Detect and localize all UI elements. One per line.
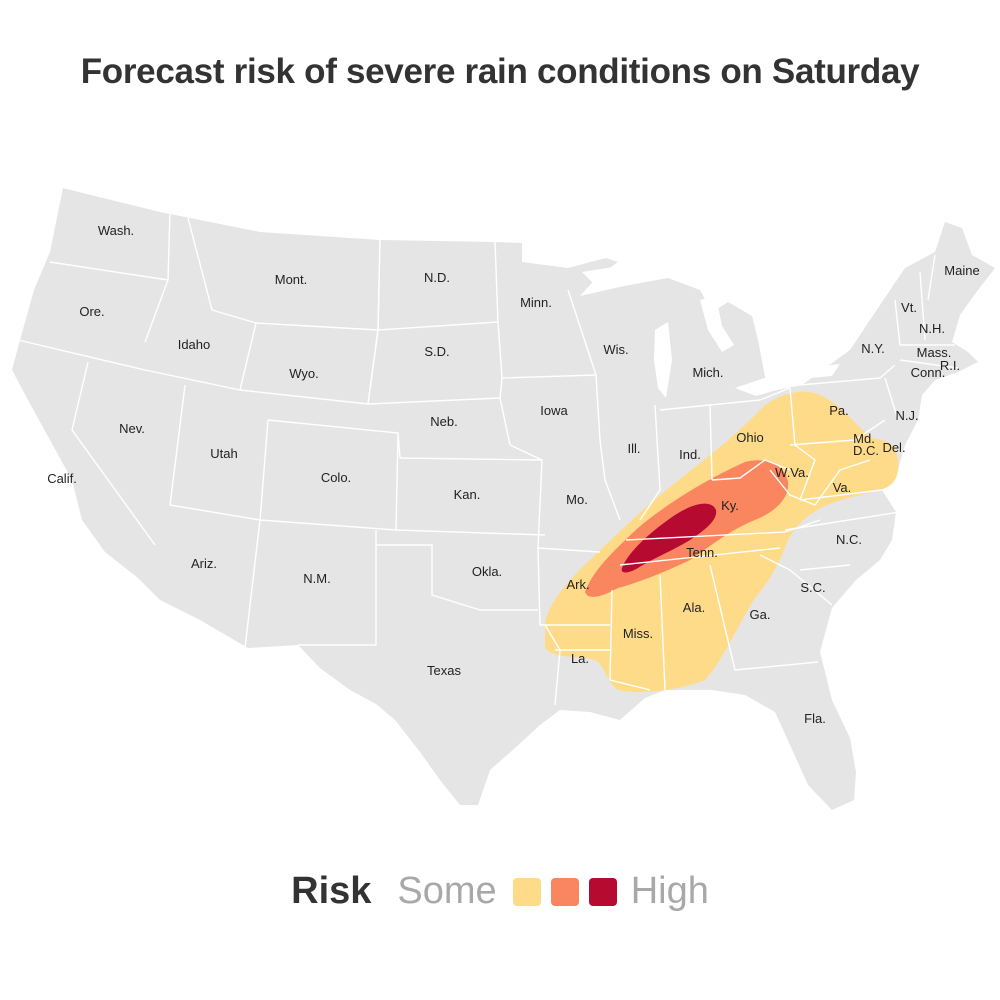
state-label-sd: S.D. xyxy=(424,344,449,359)
state-label-neb: Neb. xyxy=(430,414,457,429)
state-label-ohio: Ohio xyxy=(736,430,763,445)
state-label-fla: Fla. xyxy=(804,711,826,726)
state-borders xyxy=(17,211,959,706)
state-label-ri: R.I. xyxy=(940,358,960,373)
state-label-utah: Utah xyxy=(210,446,237,461)
state-label-mo: Mo. xyxy=(566,492,588,507)
state-label-ind: Ind. xyxy=(679,447,701,462)
state-label-mass: Mass. xyxy=(917,345,952,360)
state-label-va: Va. xyxy=(833,480,852,495)
state-label-kan: Kan. xyxy=(454,487,481,502)
state-label-mich: Mich. xyxy=(692,365,723,380)
state-label-nc: N.C. xyxy=(836,532,862,547)
state-label-md: Md. xyxy=(853,431,875,446)
state-label-nev: Nev. xyxy=(119,421,145,436)
state-labels: Wash. Ore. Calif. Idaho Nev. Mont. Wyo. … xyxy=(47,223,980,726)
risk-zone-some xyxy=(545,391,899,692)
state-label-wis: Wis. xyxy=(603,342,628,357)
state-label-ga: Ga. xyxy=(750,607,771,622)
state-label-texas: Texas xyxy=(427,663,461,678)
state-label-nj: N.J. xyxy=(895,408,918,423)
state-label-wva: W.Va. xyxy=(775,465,809,480)
legend-swatch-moderate xyxy=(550,877,579,906)
legend-low-label: Some xyxy=(397,870,497,912)
state-label-del: Del. xyxy=(882,440,905,455)
state-label-ariz: Ariz. xyxy=(191,556,217,571)
legend-swatch-high xyxy=(588,877,617,906)
risk-legend: Risk Some High xyxy=(0,870,1000,913)
state-label-ala: Ala. xyxy=(683,600,705,615)
state-label-nh: N.H. xyxy=(919,321,945,336)
map-title: Forecast risk of severe rain conditions … xyxy=(80,52,920,91)
state-label-dc: D.C. xyxy=(853,443,879,458)
state-label-ark: Ark. xyxy=(566,577,589,592)
state-label-ore: Ore. xyxy=(79,304,104,319)
state-label-minn: Minn. xyxy=(520,295,552,310)
state-label-okla: Okla. xyxy=(472,564,502,579)
state-label-ny: N.Y. xyxy=(861,341,885,356)
state-label-la: La. xyxy=(571,651,589,666)
state-label-mont: Mont. xyxy=(275,272,308,287)
state-label-pa: Pa. xyxy=(829,403,849,418)
state-label-colo: Colo. xyxy=(321,470,351,485)
state-label-ky: Ky. xyxy=(721,498,739,513)
state-label-sc: S.C. xyxy=(800,580,825,595)
legend-title: Risk xyxy=(291,870,372,912)
state-label-calif: Calif. xyxy=(47,471,77,486)
state-label-vt: Vt. xyxy=(901,300,917,315)
state-label-wyo: Wyo. xyxy=(289,366,319,381)
state-label-nd: N.D. xyxy=(424,270,450,285)
state-label-miss: Miss. xyxy=(623,626,653,641)
great-lakes xyxy=(582,262,840,398)
state-label-nm: N.M. xyxy=(303,571,330,586)
us-land xyxy=(12,188,995,810)
state-label-conn: Conn. xyxy=(911,365,946,380)
state-label-tenn: Tenn. xyxy=(686,545,718,560)
state-label-iowa: Iowa xyxy=(540,403,568,418)
state-label-ill: Ill. xyxy=(628,441,641,456)
legend-high-label: High xyxy=(630,870,709,912)
state-label-wash: Wash. xyxy=(98,223,134,238)
state-label-idaho: Idaho xyxy=(178,337,211,352)
state-label-maine: Maine xyxy=(944,263,979,278)
legend-swatch-some xyxy=(512,877,541,906)
